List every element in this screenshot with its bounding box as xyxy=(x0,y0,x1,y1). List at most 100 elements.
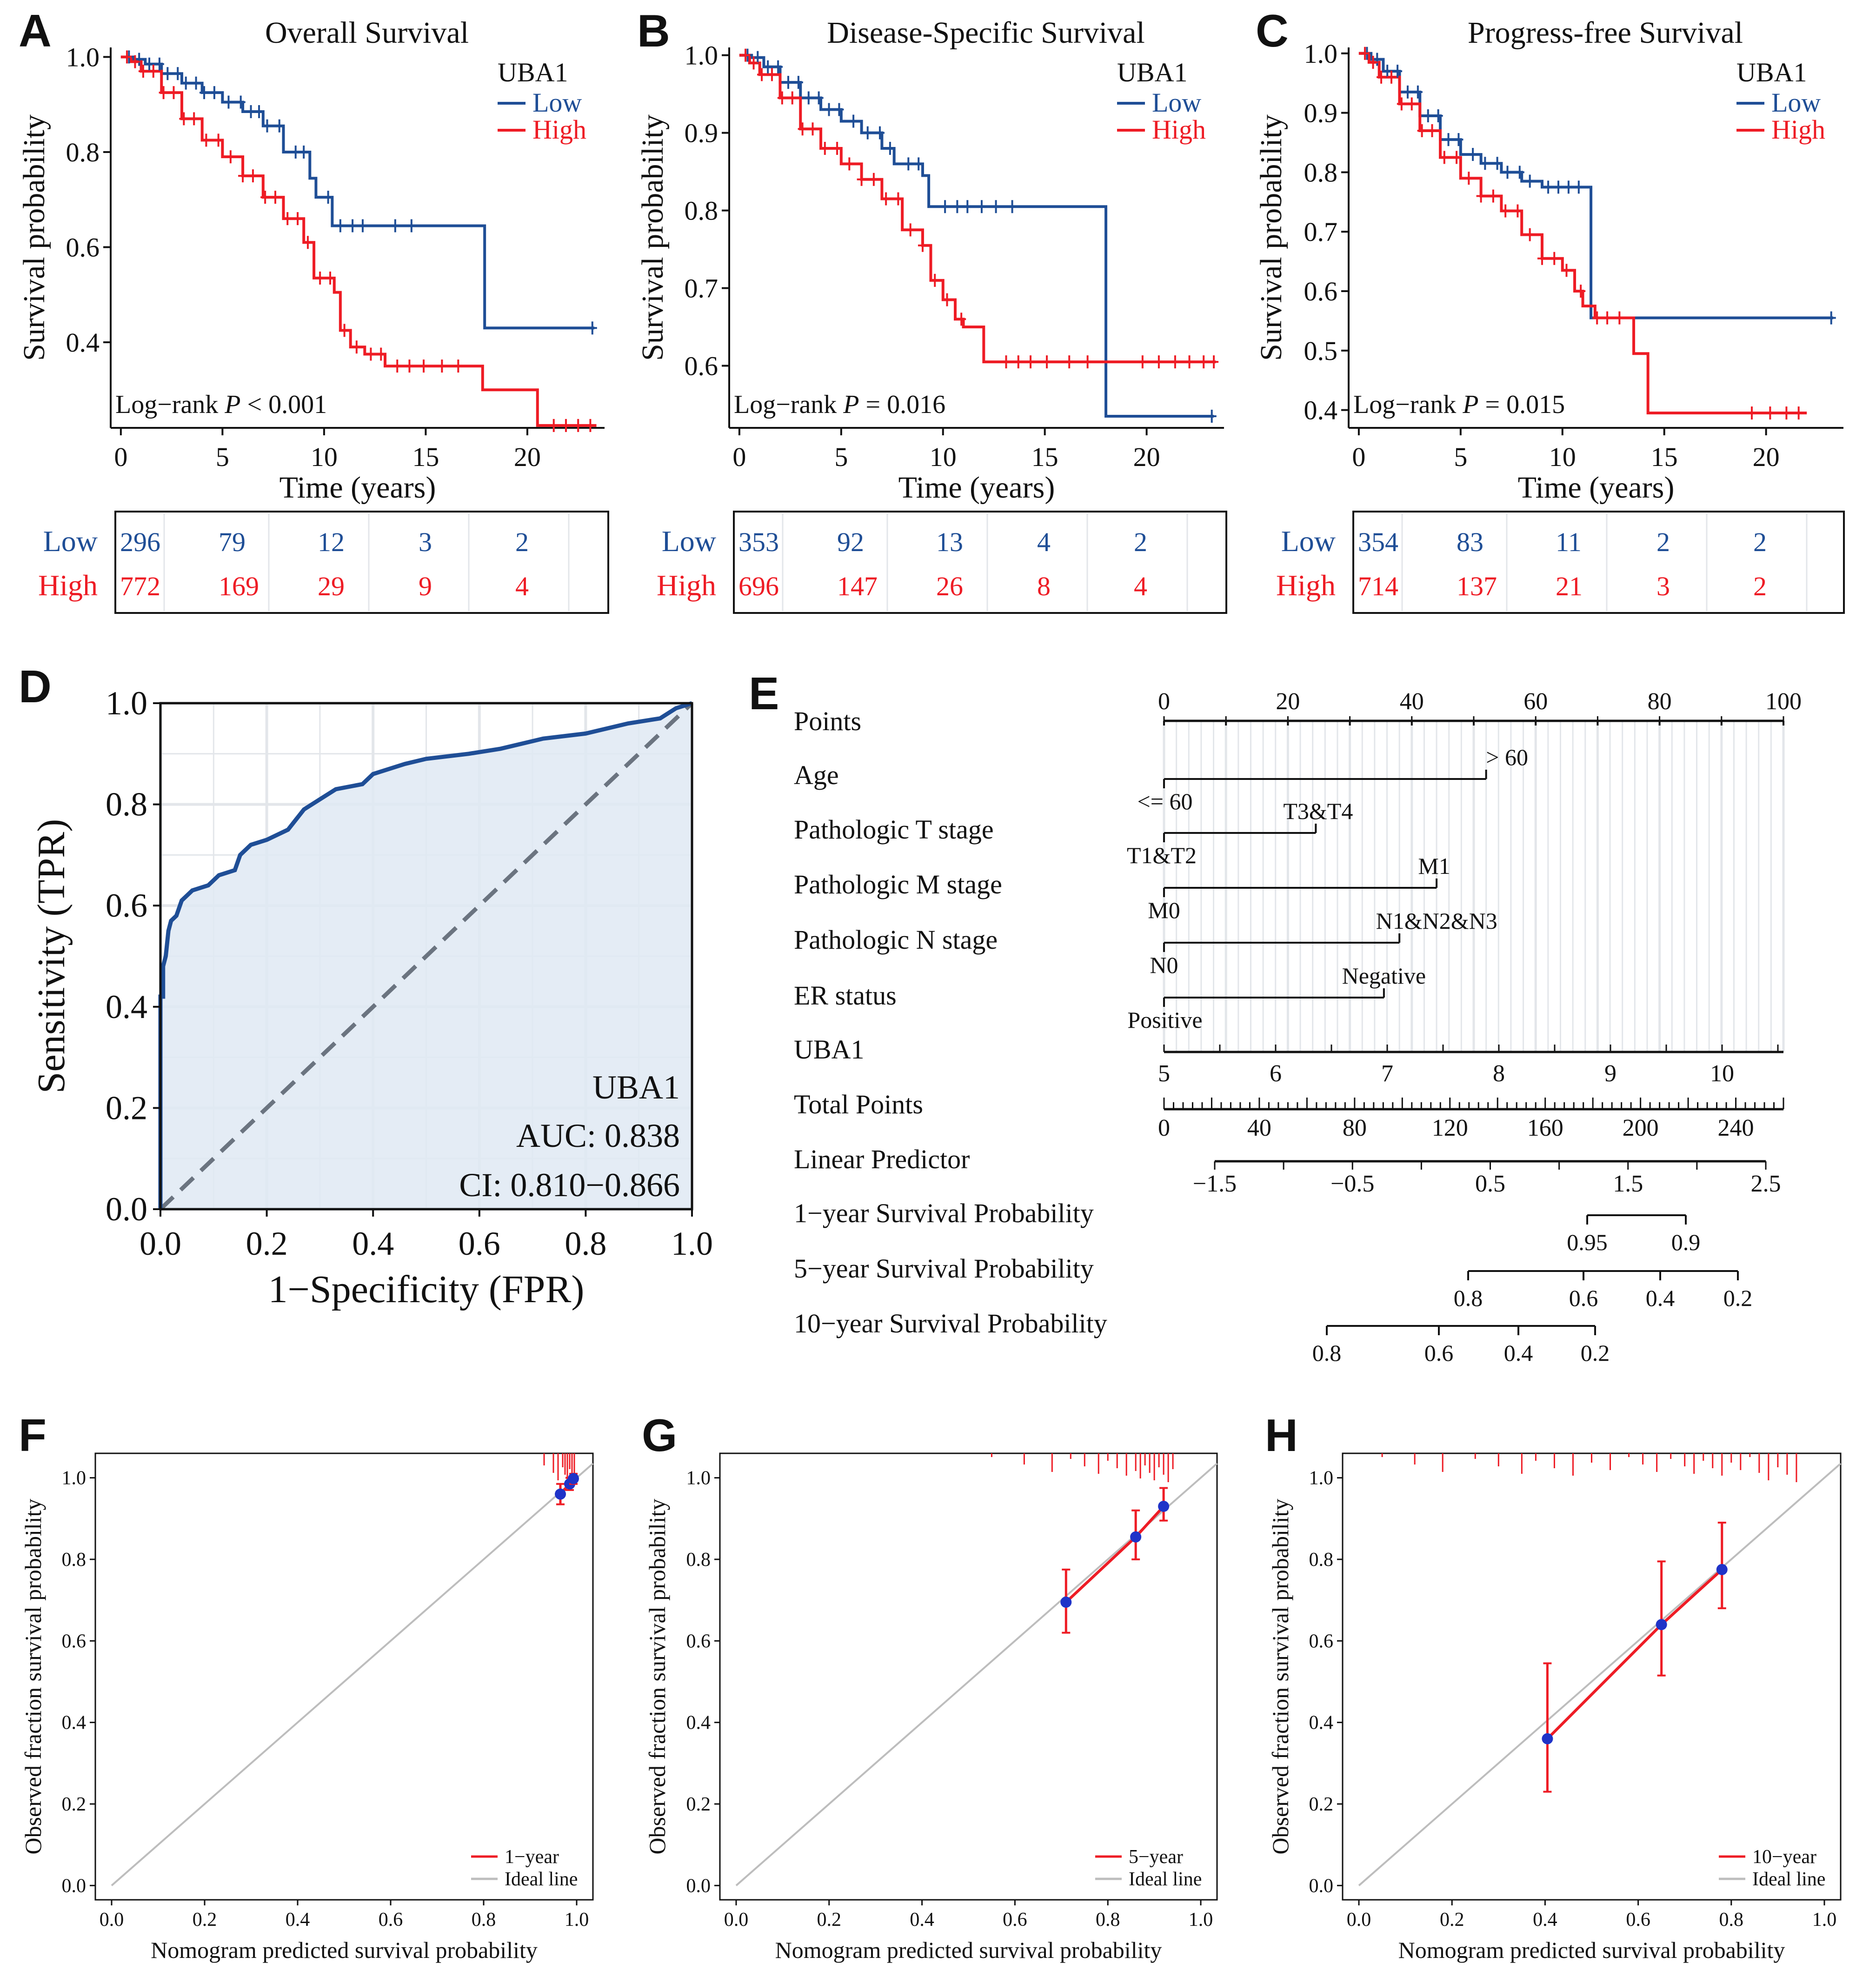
legend-ideal-label: Ideal line xyxy=(1129,1869,1202,1890)
roc-curve xyxy=(158,701,693,1209)
nomogram-row-label: 10−year Survival Probability xyxy=(794,1308,1107,1338)
points-tick-label: 0 xyxy=(1158,688,1170,715)
calibration-point xyxy=(1130,1531,1142,1543)
cal-y-tick-label: 0.0 xyxy=(62,1875,86,1897)
roc-y-tick-label: 0.4 xyxy=(106,988,147,1025)
risk-count: 2 xyxy=(1753,527,1767,557)
risk-count: 29 xyxy=(318,571,345,601)
risk-row-label: Low xyxy=(662,525,716,558)
y-tick-label: 0.8 xyxy=(685,196,718,226)
logrank-annotation: Log−rank P = 0.015 xyxy=(1353,390,1565,419)
nomogram-row-label: Points xyxy=(794,706,861,736)
roc-x-tick-label: 0.0 xyxy=(140,1225,181,1262)
legend-calibration-label: 5−year xyxy=(1129,1846,1183,1868)
x-tick-label: 15 xyxy=(1651,442,1678,472)
x-tick-label: 0 xyxy=(732,442,746,472)
x-tick-label: 10 xyxy=(311,442,338,472)
cal-x-tick-label: 0.0 xyxy=(1347,1909,1371,1930)
er-status-level-low: Positive xyxy=(1127,1007,1202,1033)
cal-y-tick-label: 0.2 xyxy=(686,1794,711,1815)
roc-x-tick-label: 0.8 xyxy=(565,1225,606,1262)
calibration-frame xyxy=(719,1452,1218,1901)
uba1-tick-label: 8 xyxy=(1493,1060,1505,1087)
risk-row-label: High xyxy=(1276,569,1336,602)
high-survival-curve xyxy=(120,55,597,427)
total-points-tick-label: 240 xyxy=(1718,1115,1754,1141)
y-tick-label: 0.9 xyxy=(1304,98,1338,128)
risk-count: 353 xyxy=(738,527,779,557)
legend-title: UBA1 xyxy=(1117,57,1187,87)
x-tick-label: 15 xyxy=(412,442,439,472)
cal-y-tick-label: 0.0 xyxy=(686,1875,711,1897)
x-tick-label: 20 xyxy=(514,442,541,472)
risk-count: 4 xyxy=(1134,571,1147,601)
cal-y-axis-title: Observed fraction survival probability xyxy=(644,1498,670,1854)
ten-year-tick-label: 0.2 xyxy=(1581,1340,1610,1366)
roc-x-tick-label: 0.2 xyxy=(246,1225,288,1262)
cal-y-tick-label: 1.0 xyxy=(686,1468,711,1489)
panel-letter-E: E xyxy=(749,668,779,719)
age-level-low: <= 60 xyxy=(1138,788,1193,814)
linear-predictor-tick-label: 2.5 xyxy=(1751,1171,1781,1197)
calibration-point xyxy=(1060,1597,1072,1608)
cal-x-tick-label: 0.6 xyxy=(1003,1909,1027,1930)
x-tick-label: 5 xyxy=(216,442,229,472)
roc-y-tick-label: 0.2 xyxy=(106,1089,147,1126)
nomogram-row-label: Total Points xyxy=(794,1089,923,1119)
cal-y-tick-label: 0.6 xyxy=(62,1631,86,1652)
panel-letter-F: F xyxy=(19,1410,47,1461)
y-axis-title: Survival probability xyxy=(17,114,51,361)
n-stage-level-low: N0 xyxy=(1150,952,1178,978)
x-tick-label: 10 xyxy=(930,442,957,472)
y-tick-label: 0.4 xyxy=(66,327,100,358)
cal-y-tick-label: 0.4 xyxy=(686,1712,711,1734)
cal-x-tick-label: 0.4 xyxy=(1533,1909,1557,1930)
roc-ci-value: CI: 0.810−0.866 xyxy=(459,1166,680,1204)
total-points-tick-label: 200 xyxy=(1623,1115,1659,1141)
risk-count: 137 xyxy=(1457,571,1497,601)
calibration-line xyxy=(1546,1568,1723,1740)
roc-auc-value: AUC: 0.838 xyxy=(516,1117,680,1154)
x-axis-title: Time (years) xyxy=(1518,471,1675,505)
x-tick-label: 5 xyxy=(834,442,848,472)
ten-year-tick-label: 0.4 xyxy=(1504,1340,1533,1366)
risk-table-box xyxy=(1352,511,1845,614)
n-stage-level-high: N1&N2&N3 xyxy=(1376,908,1497,934)
legend-low-label: Low xyxy=(1771,87,1821,118)
five-year-tick-label: 0.6 xyxy=(1569,1285,1598,1311)
points-tick-label: 60 xyxy=(1523,688,1548,715)
nomogram-row-label: Age xyxy=(794,760,839,790)
cal-y-tick-label: 0.6 xyxy=(686,1631,711,1652)
legend-ideal-label: Ideal line xyxy=(1752,1869,1825,1890)
cal-x-tick-label: 1.0 xyxy=(1812,1909,1837,1930)
m-stage-level-high: M1 xyxy=(1418,853,1450,879)
high-survival-curve xyxy=(739,53,1216,364)
risk-row-label: Low xyxy=(43,525,98,558)
y-tick-label: 1.0 xyxy=(685,40,718,71)
y-tick-label: 0.6 xyxy=(685,351,718,381)
km-title: Disease-Specific Survival xyxy=(827,16,1145,50)
one-year-tick-label: 0.9 xyxy=(1671,1229,1701,1255)
risk-row-label: High xyxy=(657,569,716,602)
nomogram-row-label: Pathologic T stage xyxy=(794,814,994,845)
cal-x-tick-label: 1.0 xyxy=(565,1909,589,1930)
logrank-annotation: Log−rank P = 0.016 xyxy=(734,390,945,419)
cal-y-tick-label: 1.0 xyxy=(1309,1468,1334,1489)
cal-x-tick-label: 1.0 xyxy=(1189,1909,1213,1930)
risk-count: 696 xyxy=(738,571,779,601)
cal-x-axis-title: Nomogram predicted survival probability xyxy=(1398,1937,1785,1963)
cal-y-tick-label: 0.4 xyxy=(1309,1712,1334,1734)
risk-count: 9 xyxy=(419,571,432,601)
risk-count: 8 xyxy=(1037,571,1051,601)
cal-y-tick-label: 1.0 xyxy=(62,1468,86,1489)
panel-letter-B: B xyxy=(637,5,670,56)
x-tick-label: 10 xyxy=(1549,442,1576,472)
points-tick-label: 80 xyxy=(1648,688,1672,715)
risk-count: 83 xyxy=(1457,527,1484,557)
roc-x-tick-label: 1.0 xyxy=(671,1225,713,1262)
risk-count: 4 xyxy=(1037,527,1051,557)
ideal-line xyxy=(111,1463,594,1886)
linear-predictor-tick-label: 0.5 xyxy=(1475,1171,1505,1197)
uba1-tick-label: 9 xyxy=(1604,1060,1617,1087)
legend-calibration-label: 1−year xyxy=(505,1846,559,1868)
